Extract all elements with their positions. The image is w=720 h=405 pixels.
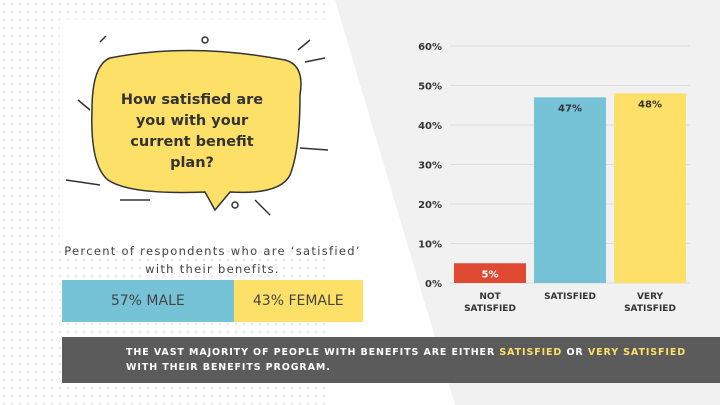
value-label: 5% [482, 269, 499, 280]
subtitle: Percent of respondents who are ‘satisfie… [64, 244, 361, 276]
footer-part: WITH THEIR BENEFITS PROGRAM. [126, 362, 331, 373]
footer-part: THE VAST MAJORITY OF PEOPLE WITH BENEFIT… [126, 347, 496, 358]
gender-bar: 57% MALE 43% FEMALE [62, 280, 363, 322]
footer-highlight: VERY SATISFIED [587, 347, 686, 358]
bar [534, 97, 606, 283]
x-tick-label: SATISFIED [544, 292, 596, 302]
footer-part: OR [566, 347, 584, 358]
value-label: 47% [558, 103, 582, 114]
y-tick-label: 30% [418, 161, 442, 172]
footer-band [62, 337, 720, 383]
decor-lines [65, 35, 329, 216]
question: How satisfied are you with your current … [120, 92, 264, 171]
x-tick-label: VERY SATISFIED [624, 292, 676, 314]
bar [454, 263, 526, 283]
y-tick-label: 0% [425, 279, 442, 290]
value-label: 48% [638, 99, 662, 110]
x-tick-label: NOT SATISFIED [464, 292, 516, 314]
speech-bubble [91, 49, 302, 212]
bar [614, 93, 686, 284]
gender-segment: 43% FEMALE [233, 280, 363, 322]
y-tick-label: 20% [418, 200, 442, 211]
y-tick-label: 60% [418, 42, 442, 53]
footer-text: THE VAST MAJORITY OF PEOPLE WITH BENEFIT… [126, 345, 716, 375]
y-tick-label: 40% [418, 121, 442, 132]
y-tick-label: 10% [418, 240, 442, 251]
y-tick-label: 50% [418, 82, 442, 93]
footer-highlight: SATISFIED [499, 347, 563, 358]
gender-segment: 57% MALE [62, 280, 234, 322]
